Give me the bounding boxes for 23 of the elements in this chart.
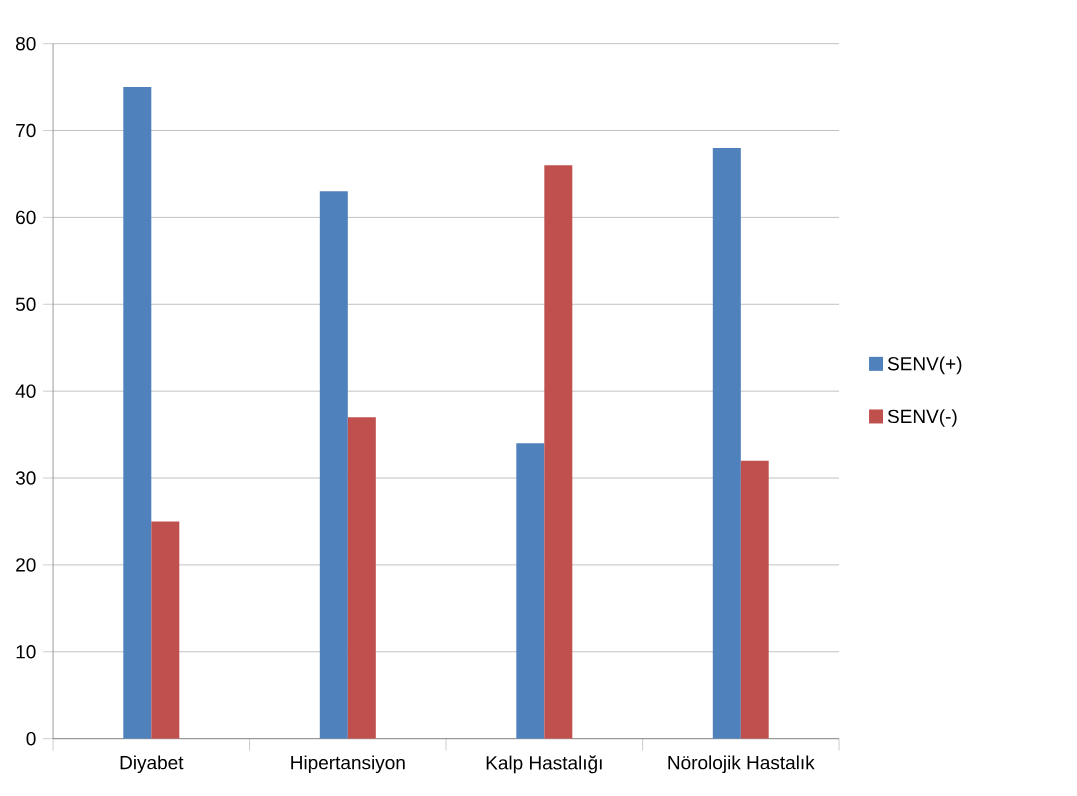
bar	[712, 147, 741, 739]
bar	[123, 87, 152, 739]
bar	[319, 191, 348, 739]
y-tick-label: 50	[15, 297, 36, 311]
y-tick-label: 70	[16, 123, 36, 138]
legend-label: SENV(+)	[887, 356, 962, 375]
x-tick-label: Kalp Hastalığı	[486, 755, 602, 774]
y-tick-label: 80	[16, 36, 36, 51]
y-tick-label: 30	[15, 471, 36, 485]
x-tick-label: Nörolojik Hastalık	[668, 755, 815, 774]
y-tick-label: 10	[16, 645, 36, 659]
bar	[151, 521, 180, 739]
bar	[740, 460, 769, 739]
y-tick-label: 20	[16, 558, 36, 572]
bar	[347, 417, 376, 739]
y-tick-label: 60	[16, 210, 36, 225]
x-tick-label: Diyabet	[120, 755, 184, 774]
x-tick-label: Hipertansiyon	[291, 755, 405, 774]
y-tick-label: 40	[15, 384, 36, 398]
legend-label: SENV(-)	[887, 409, 957, 427]
bar	[516, 443, 545, 739]
y-tick-label: 0	[26, 731, 36, 746]
bar	[544, 165, 573, 739]
